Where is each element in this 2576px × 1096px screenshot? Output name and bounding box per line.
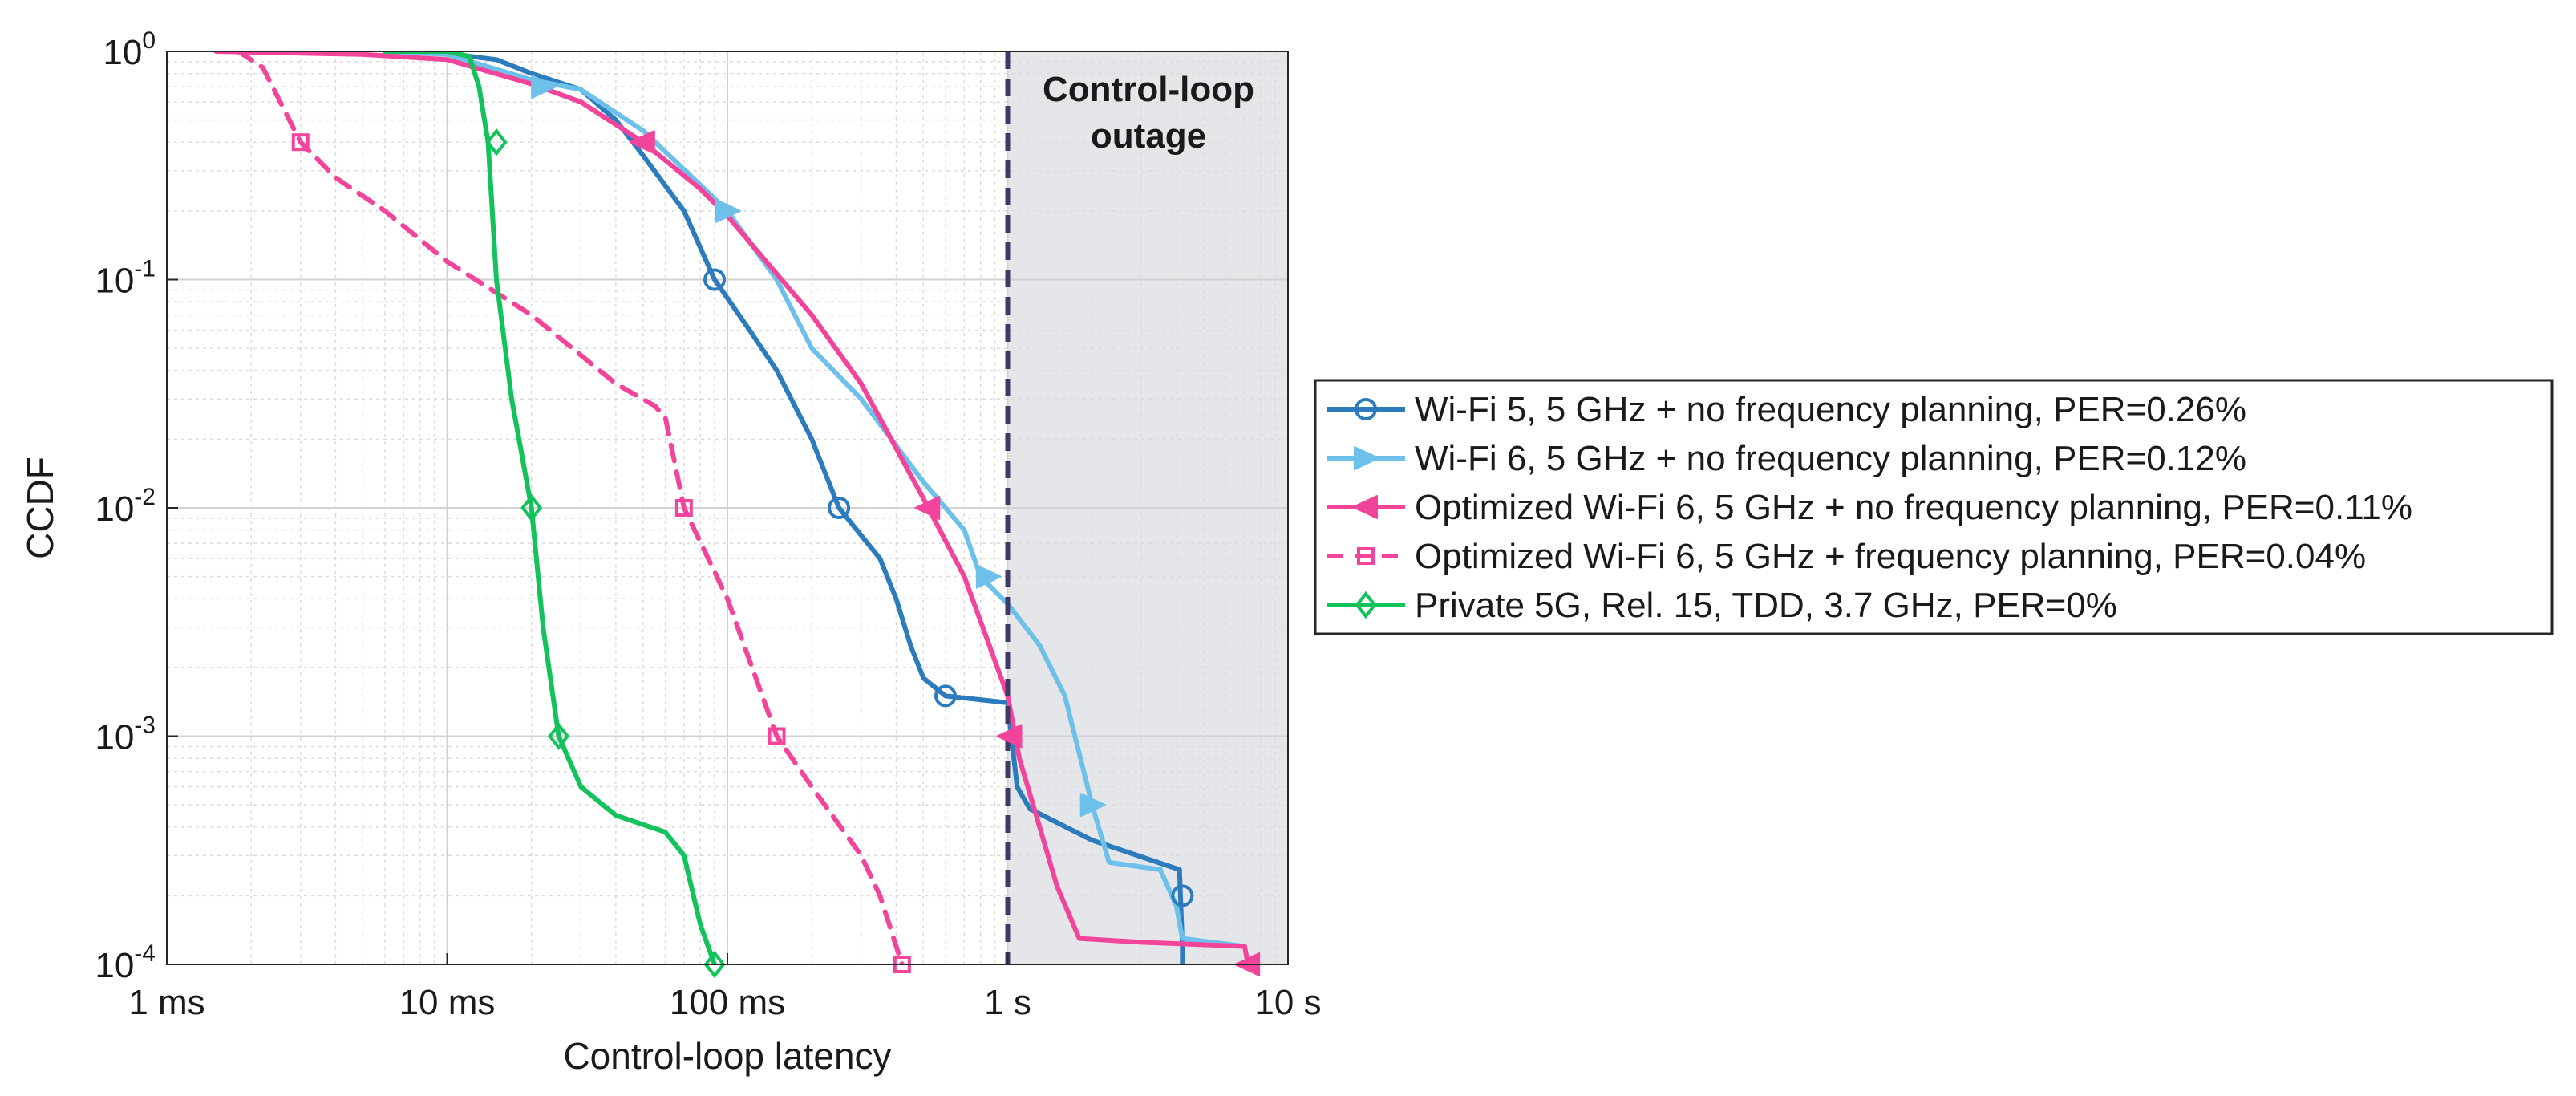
series-marker-3 xyxy=(914,496,941,520)
x-tick-label: 10 s xyxy=(1254,983,1321,1022)
outage-label-line2: outage xyxy=(1091,116,1206,156)
legend-label-2: Wi-Fi 6, 5 GHz + no frequency planning, … xyxy=(1415,439,2246,478)
legend-box xyxy=(1314,379,2554,635)
legend-label-5: Private 5G, Rel. 15, TDD, 3.7 GHz, PER=0… xyxy=(1415,586,2117,625)
series-marker-2 xyxy=(975,564,1002,589)
x-tick-label: 10 ms xyxy=(399,983,496,1022)
y-tick-label: 10-4 xyxy=(95,940,156,985)
series-marker-4 xyxy=(674,499,693,517)
y-tick-exponent: -1 xyxy=(134,256,156,282)
x-axis-label: Control-loop latency xyxy=(563,1035,891,1077)
series-marker-5 xyxy=(548,722,570,750)
series-marker-1 xyxy=(703,268,727,291)
series-marker-1 xyxy=(1171,884,1194,907)
y-tick-exponent: -2 xyxy=(134,484,156,510)
x-tick-label: 1 ms xyxy=(128,983,205,1022)
legend-label-3: Optimized Wi-Fi 6, 5 GHz + no frequency … xyxy=(1415,488,2412,527)
y-tick-base: 10 xyxy=(95,718,134,757)
x-tick-label: 1 s xyxy=(984,983,1031,1022)
series-marker-1 xyxy=(828,497,851,519)
series-marker-2 xyxy=(1079,793,1106,818)
y-tick-exponent: 0 xyxy=(142,27,156,54)
legend-label-1: Wi-Fi 5, 5 GHz + no frequency planning, … xyxy=(1415,390,2246,429)
y-tick-base: 10 xyxy=(103,33,142,72)
y-tick-label: 100 xyxy=(103,27,156,72)
outage-label-line1: Control-loop xyxy=(1043,70,1254,109)
legend-marker-2 xyxy=(1354,446,1379,470)
series-marker-4 xyxy=(291,133,310,152)
series-marker-5 xyxy=(520,493,543,522)
legend-marker-3 xyxy=(1352,495,1378,519)
legend: Wi-Fi 5, 5 GHz + no frequency planning, … xyxy=(1314,379,2554,635)
y-tick-label: 10-1 xyxy=(95,256,156,301)
series-marker-2 xyxy=(715,198,741,223)
series-marker-5 xyxy=(485,128,508,156)
series-marker-3 xyxy=(996,724,1023,749)
y-tick-base: 10 xyxy=(95,262,134,301)
y-tick-exponent: -3 xyxy=(134,712,156,739)
y-tick-label: 10-2 xyxy=(95,484,156,529)
y-tick-exponent: -4 xyxy=(134,940,156,967)
y-axis-label: CCDF xyxy=(19,457,61,559)
grid xyxy=(167,51,1288,964)
legend-marker-1 xyxy=(1355,398,1377,420)
series-marker-3 xyxy=(629,130,655,155)
series-line-5 xyxy=(383,51,717,964)
y-tick-base: 10 xyxy=(95,946,134,985)
y-tick-base: 10 xyxy=(95,489,134,529)
legend-label-4: Optimized Wi-Fi 6, 5 GHz + frequency pla… xyxy=(1415,537,2366,576)
legend-marker-4 xyxy=(1357,547,1375,565)
x-axis: 1 ms 10 ms 100 ms 1 s 10 s xyxy=(128,953,1322,1022)
series-marker-2 xyxy=(531,75,557,99)
x-tick-label: 100 ms xyxy=(670,983,785,1022)
series-line-2 xyxy=(383,51,1247,949)
legend-marker-5 xyxy=(1355,591,1377,619)
series-marker-5 xyxy=(703,950,726,979)
series-marker-1 xyxy=(934,684,957,708)
series-line-4 xyxy=(236,51,905,964)
y-tick-label: 10-3 xyxy=(95,712,156,757)
series-marker-4 xyxy=(768,727,786,745)
